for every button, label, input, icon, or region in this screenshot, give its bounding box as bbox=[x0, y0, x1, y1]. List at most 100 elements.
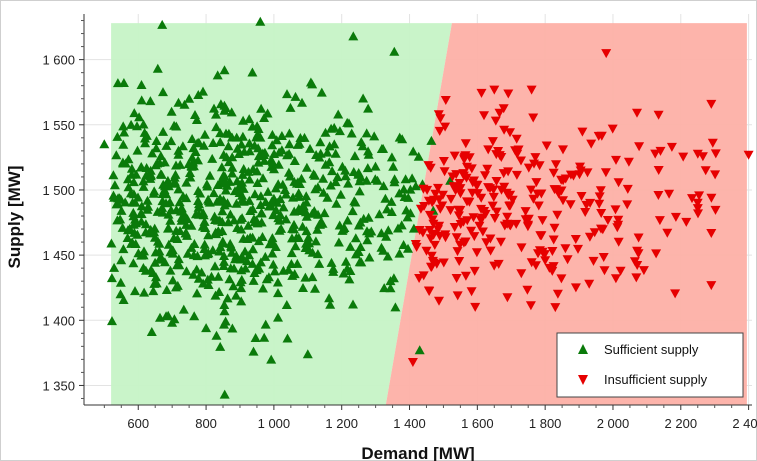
sufficient-point bbox=[219, 200, 230, 210]
insufficient-point bbox=[427, 198, 438, 208]
sufficient-point bbox=[244, 146, 255, 156]
sufficient-point bbox=[140, 219, 151, 229]
sufficient-point bbox=[400, 174, 411, 184]
sufficient-point bbox=[159, 185, 170, 194]
sufficient-point bbox=[309, 170, 320, 180]
sufficient-point bbox=[211, 330, 222, 340]
insufficient-point bbox=[520, 207, 531, 217]
sufficient-point bbox=[226, 247, 237, 257]
insufficient-point bbox=[552, 289, 563, 299]
sufficient-point bbox=[326, 123, 337, 133]
insufficient-point bbox=[654, 216, 665, 226]
sufficient-point bbox=[174, 260, 185, 270]
sufficient-point bbox=[108, 190, 119, 200]
sufficient-point bbox=[173, 254, 184, 264]
sufficient-point bbox=[256, 208, 267, 218]
sufficient-point bbox=[405, 184, 416, 194]
sufficient-point bbox=[153, 236, 163, 246]
sufficient-point bbox=[207, 153, 218, 163]
insufficient-point bbox=[633, 233, 644, 243]
sufficient-point bbox=[307, 272, 318, 282]
sufficient-point bbox=[115, 289, 126, 299]
sufficient-point bbox=[267, 129, 278, 139]
insufficient-point bbox=[706, 193, 717, 203]
sufficient-point bbox=[159, 257, 170, 267]
sufficient-point bbox=[363, 149, 374, 159]
insufficient-point bbox=[596, 209, 607, 218]
sufficient-point bbox=[305, 143, 315, 153]
sufficient-point bbox=[184, 93, 195, 103]
sufficient-point bbox=[229, 215, 240, 225]
sufficient-point bbox=[398, 184, 409, 194]
sufficient-point bbox=[161, 140, 172, 150]
sufficient-point bbox=[123, 174, 133, 184]
sufficient-point bbox=[175, 206, 186, 216]
sufficient-point bbox=[135, 209, 146, 219]
insufficient-point bbox=[503, 167, 514, 177]
sufficient-point bbox=[386, 152, 397, 162]
sufficient-point bbox=[361, 175, 372, 185]
insufficient-point bbox=[421, 246, 432, 256]
insufficient-point bbox=[602, 216, 613, 225]
insufficient-point bbox=[574, 170, 585, 180]
sufficient-point bbox=[219, 105, 230, 115]
sufficient-point bbox=[300, 207, 311, 217]
sufficient-point bbox=[151, 136, 162, 145]
sufficient-point bbox=[247, 121, 258, 131]
x-tick-label: 600 bbox=[127, 416, 149, 431]
sufficient-point bbox=[312, 249, 323, 259]
insufficient-point bbox=[410, 240, 421, 249]
insufficient-point bbox=[607, 124, 618, 134]
insufficient-point bbox=[582, 168, 593, 178]
sufficient-point bbox=[255, 16, 266, 26]
sufficient-point bbox=[172, 234, 183, 243]
sufficient-point bbox=[344, 118, 354, 128]
sufficient-point bbox=[325, 299, 336, 309]
sufficient-point bbox=[255, 132, 266, 142]
insufficient-point bbox=[612, 223, 623, 233]
insufficient-point bbox=[570, 235, 581, 244]
insufficient-point bbox=[488, 192, 499, 202]
sufficient-point bbox=[313, 209, 323, 219]
sufficient-point bbox=[263, 186, 273, 196]
insufficient-point bbox=[670, 289, 681, 299]
insufficient-point bbox=[586, 139, 597, 149]
insufficient-point bbox=[451, 170, 462, 180]
sufficient-point bbox=[405, 208, 416, 218]
sufficient-point bbox=[216, 162, 227, 172]
sufficient-point bbox=[233, 149, 244, 158]
insufficient-point bbox=[710, 149, 721, 159]
insufficient-point bbox=[423, 286, 434, 296]
sufficient-point bbox=[251, 265, 262, 275]
sufficient-point bbox=[223, 141, 234, 151]
insufficient-point bbox=[446, 194, 456, 204]
sufficient-point bbox=[213, 271, 224, 281]
sufficient-point bbox=[201, 179, 212, 189]
sufficient-point bbox=[281, 300, 292, 309]
insufficient-point bbox=[494, 151, 505, 161]
sufficient-point bbox=[341, 256, 351, 266]
sufficient-point bbox=[118, 121, 129, 131]
sufficient-point bbox=[161, 198, 171, 208]
sufficient-point bbox=[237, 177, 247, 187]
sufficient-point bbox=[211, 109, 221, 119]
sufficient-point bbox=[108, 170, 119, 180]
sufficient-point bbox=[255, 200, 266, 209]
sufficient-point bbox=[129, 108, 140, 118]
insufficient-point bbox=[505, 128, 515, 138]
sufficient-point bbox=[219, 306, 230, 316]
sufficient-point bbox=[117, 222, 128, 232]
sufficient-point bbox=[231, 250, 242, 260]
sufficient-point bbox=[328, 266, 339, 276]
sufficient-point bbox=[247, 258, 258, 268]
insufficient-point bbox=[439, 167, 450, 177]
insufficient-point bbox=[692, 149, 703, 159]
sufficient-point bbox=[155, 254, 166, 264]
insufficient-point bbox=[516, 269, 527, 279]
insufficient-point bbox=[710, 205, 721, 215]
sufficient-point bbox=[217, 236, 228, 246]
sufficient-point bbox=[297, 221, 308, 231]
sufficient-point bbox=[247, 204, 258, 214]
sufficient-point bbox=[236, 274, 247, 284]
